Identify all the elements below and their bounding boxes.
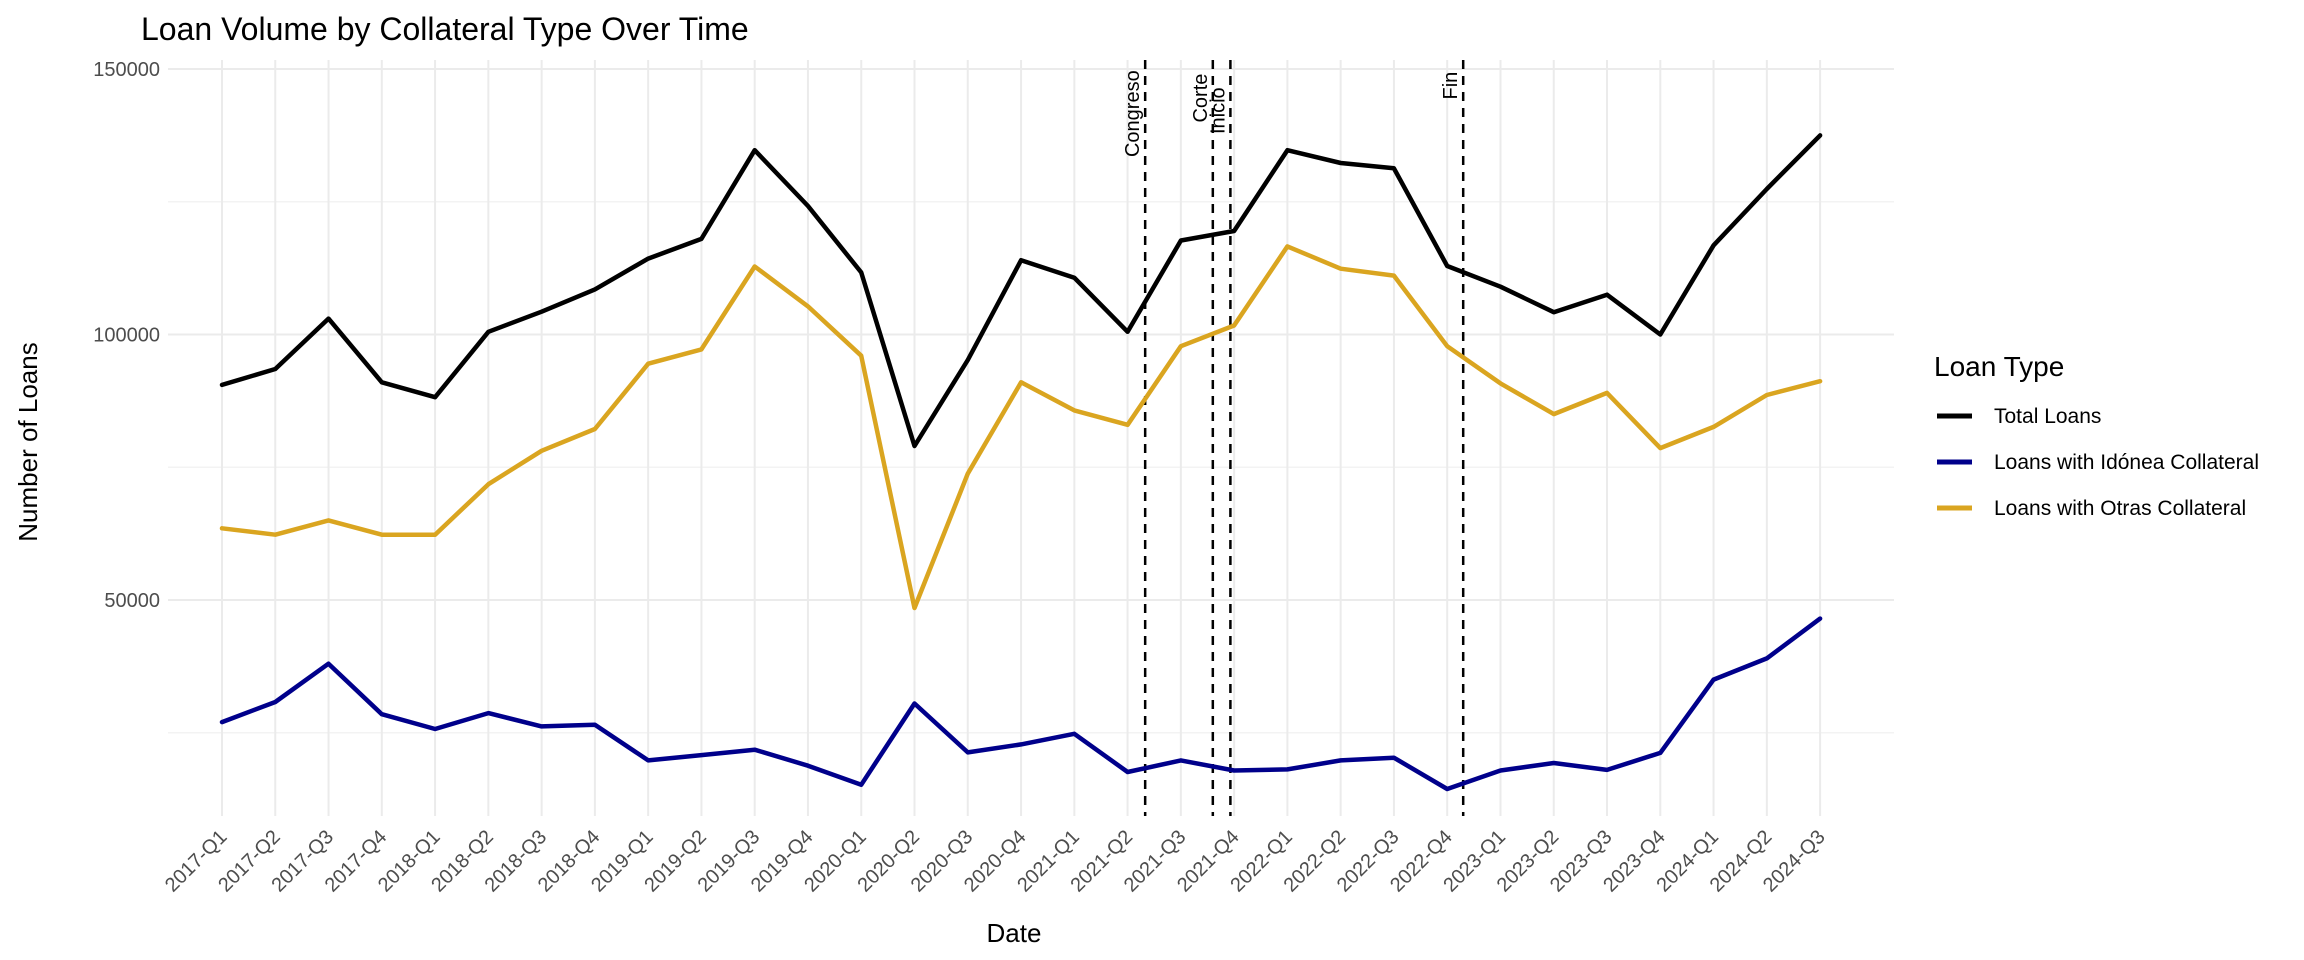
y-axis-title: Number of Loans: [13, 342, 43, 541]
legend-title: Loan Type: [1934, 351, 2064, 382]
legend-items: Total Loans Loans with Idónea Collateral L…: [1937, 405, 2259, 520]
event-label: Corte: [1190, 74, 1212, 123]
legend-item: Total Loans: [1937, 405, 2101, 428]
series-line-2: [219, 616, 1823, 792]
event-label: Fin: [1440, 72, 1462, 100]
legend-label: Loans with Otras Collateral: [1994, 497, 2246, 520]
legend-label: Loans with Idónea Collateral: [1994, 451, 2259, 474]
legend-item: Loans with Idónea Collateral: [1937, 451, 2259, 474]
event-label: Congreso: [1122, 70, 1144, 157]
y-tick-label: 100000: [93, 325, 160, 347]
series-line-1: [219, 133, 1823, 449]
y-tick-label: 150000: [93, 59, 160, 81]
series-line-3: [219, 244, 1823, 611]
x-axis-ticks: 2017-Q12017-Q22017-Q32017-Q42018-Q12018-…: [161, 826, 1830, 897]
y-axis-ticks: 50000 100000 150000: [93, 59, 160, 612]
legend-item: Loans with Otras Collateral: [1937, 497, 2246, 520]
x-axis-title: Date: [987, 918, 1042, 948]
event-label: Inicio: [1207, 87, 1229, 134]
series-lines: [219, 133, 1823, 792]
legend-label: Total Loans: [1994, 405, 2101, 428]
legend: Loan Type Total Loans Loans with Idónea C…: [1934, 351, 2259, 520]
chart-title: Loan Volume by Collateral Type Over Time: [141, 11, 749, 47]
grid: [168, 60, 1894, 816]
y-tick-label: 50000: [104, 590, 160, 612]
